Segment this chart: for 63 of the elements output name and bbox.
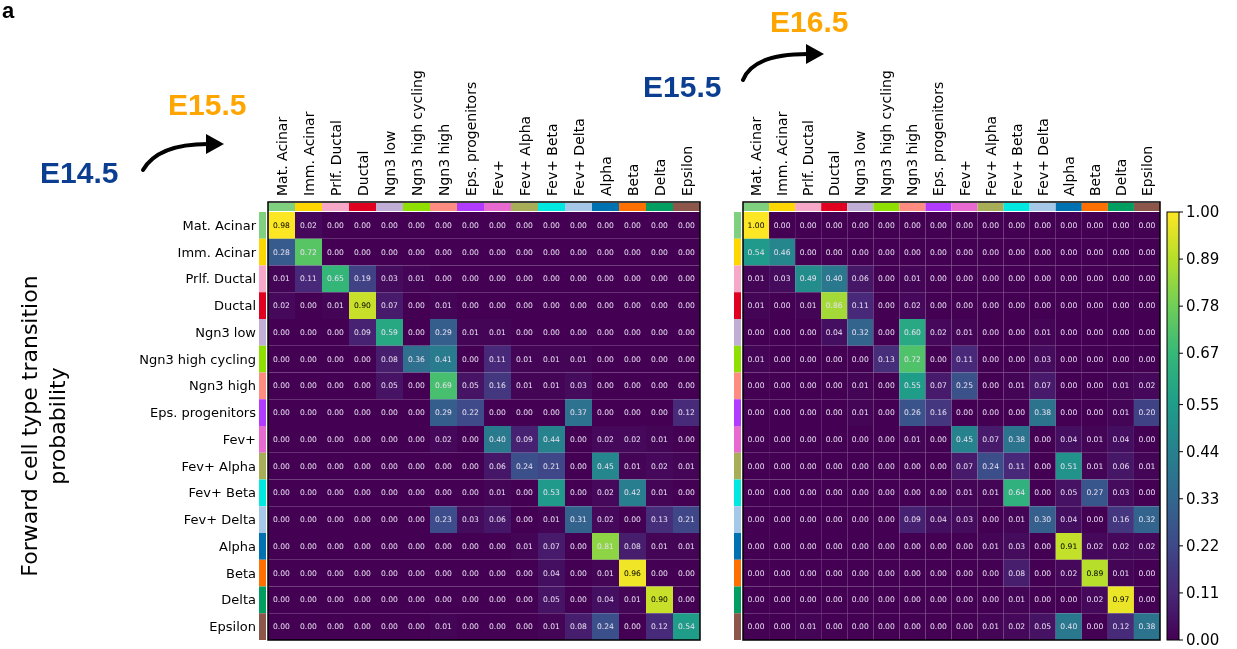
- text: a: [2, 0, 15, 23]
- color-bar-label: 0.22: [1186, 536, 1220, 555]
- x-tick-label: Prlf. Ductal: [800, 120, 817, 196]
- x-tick-label: Fev+ Beta: [1008, 123, 1025, 196]
- x-tick-label: Ngn3 high cycling: [408, 70, 425, 196]
- y-axis-title: Forward cell type transition probability: [16, 274, 71, 579]
- x-tick-label: Imm. Acinar: [774, 111, 791, 196]
- x-tick-label: Ngn3 high: [435, 123, 452, 196]
- text: E15.5: [168, 88, 247, 121]
- y-tick-label: Ngn3 low: [195, 324, 257, 340]
- x-tick-label: Fev+: [489, 160, 506, 196]
- y-tick-label: Ngn3 high cycling: [139, 351, 256, 367]
- y-tick-label: Epsilon: [209, 619, 256, 635]
- x-tick-label: Ngn3 low: [381, 130, 398, 196]
- y-tick-label: Imm. Acinar: [177, 244, 257, 260]
- color-bar-label: 0.00: [1186, 631, 1220, 649]
- x-tick-label: Fev+ Delta: [570, 118, 587, 196]
- x-tick-label: Mat. Acinar: [748, 116, 765, 196]
- x-tick-label: Beta: [1086, 163, 1103, 196]
- color-bar-label: 1.00: [1186, 203, 1220, 221]
- color-bar-label: 0.67: [1186, 344, 1220, 363]
- y-tick-label: Fev+ Beta: [188, 485, 256, 501]
- x-tick-label: Beta: [624, 163, 641, 196]
- x-tick-label: Ngn3 low: [852, 130, 869, 196]
- x-tick-label: Fev+ Alpha: [982, 115, 999, 196]
- x-tick-label: Epsilon: [678, 145, 695, 196]
- x-tick-label: Fev+ Beta: [543, 123, 560, 196]
- color-bar-label: 0.11: [1186, 583, 1220, 602]
- text: E16.5: [770, 5, 849, 38]
- color-bar-label: 0.44: [1186, 442, 1220, 461]
- x-tick-label: Fev+ Alpha: [516, 115, 533, 196]
- y-tick-label: Beta: [226, 565, 256, 581]
- x-tick-label: Fev+ Delta: [1034, 118, 1051, 196]
- y-tick-label: Delta: [221, 592, 256, 608]
- x-tick-label: Eps. progenitors: [462, 81, 479, 196]
- y-tick-label: Alpha: [219, 538, 256, 554]
- y-tick-label: Fev+: [222, 431, 256, 447]
- color-bar-label: 0.33: [1186, 489, 1220, 508]
- x-tick-label: Imm. Acinar: [300, 111, 317, 196]
- x-tick-label: Prlf. Ductal: [327, 120, 344, 196]
- x-tick-label: Delta: [651, 158, 668, 196]
- y-tick-label: Prlf. Ductal: [185, 271, 256, 287]
- text: E14.5: [40, 156, 119, 189]
- x-tick-label: Ngn3 high: [904, 123, 921, 196]
- y-tick-label: Ngn3 high: [189, 378, 256, 394]
- y-tick-label: Fev+ Delta: [183, 512, 256, 528]
- x-tick-label: Ngn3 high cycling: [878, 70, 895, 196]
- y-tick-label: Ductal: [213, 298, 256, 314]
- y-tick-label: Eps. progenitors: [149, 405, 257, 421]
- x-tick-label: Delta: [1112, 158, 1129, 196]
- y-tick-label: Fev+ Alpha: [181, 458, 256, 474]
- x-tick-label: Ductal: [826, 150, 843, 196]
- x-tick-label: Ductal: [354, 150, 371, 196]
- color-bar-label: 0.89: [1186, 250, 1220, 269]
- x-tick-label: Eps. progenitors: [930, 81, 947, 196]
- x-tick-label: Epsilon: [1138, 145, 1155, 196]
- x-tick-label: Alpha: [1060, 156, 1077, 196]
- color-bar-label: 0.78: [1186, 297, 1220, 316]
- x-tick-label: Fev+: [956, 160, 973, 196]
- color-bar-label: 0.55: [1186, 395, 1220, 414]
- x-tick-label: Alpha: [597, 156, 614, 196]
- y-tick-label: Mat. Acinar: [182, 217, 257, 233]
- text: E15.5: [643, 70, 722, 103]
